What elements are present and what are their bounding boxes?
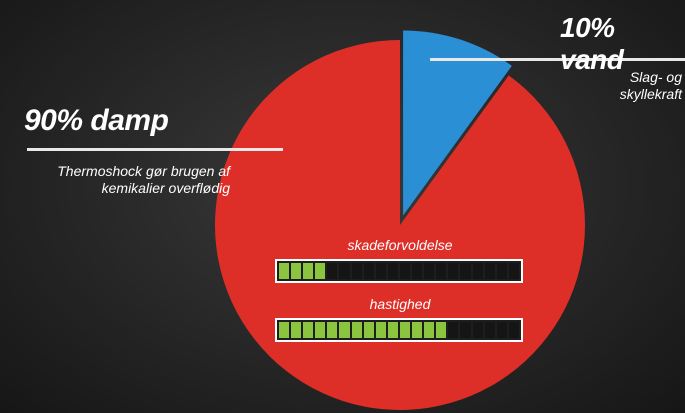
gauge-segment: [496, 322, 507, 338]
gauge-segment: [303, 263, 314, 279]
gauge-segment: [315, 322, 326, 338]
gauge-label-skadeforvoldelse: skadeforvoldelse: [347, 237, 453, 253]
gauge-segment: [387, 322, 398, 338]
gauge-segment: [399, 322, 411, 338]
gauge-segment: [375, 263, 386, 279]
gauge-segment: [424, 322, 435, 338]
gauge-segment: [448, 322, 459, 338]
damp-description: Thermoshock gør brugen af kemikalier ove…: [20, 163, 230, 197]
gauge-segment: [472, 263, 483, 279]
gauge-segment: [363, 322, 374, 338]
vand-title: 10% vand: [560, 12, 624, 75]
gauge-hastighed: [275, 318, 523, 342]
gauge-segment: [315, 263, 326, 279]
gauge-segment: [339, 322, 350, 338]
gauge-segment: [363, 263, 374, 279]
gauge-segment: [279, 322, 290, 338]
vand-leader-line: [430, 58, 685, 61]
gauge-segment: [460, 263, 471, 279]
gauge-segment: [436, 322, 447, 338]
gauge-segment: [412, 263, 423, 279]
gauge-label-hastighed: hastighed: [369, 296, 431, 312]
gauge-segment: [484, 322, 495, 338]
vand-description: Slag- og skyllekraft: [585, 69, 682, 103]
gauge-segment: [339, 263, 350, 279]
gauge-segment: [399, 263, 411, 279]
gauge-segment: [436, 263, 447, 279]
gauge-segment: [460, 322, 471, 338]
damp-leader-line: [27, 148, 283, 151]
gauge-segment: [291, 322, 302, 338]
gauge-segment: [448, 263, 459, 279]
gauge-segment: [279, 263, 290, 279]
gauge-segment: [412, 322, 423, 338]
gauge-segment: [508, 263, 519, 279]
gauge-segment: [496, 263, 507, 279]
gauge-segment: [351, 322, 362, 338]
gauge-segment: [508, 322, 519, 338]
gauge-segment: [327, 322, 338, 338]
damp-description-line-1: Thermoshock gør brugen af: [57, 163, 230, 179]
gauge-segment: [291, 263, 302, 279]
gauge-segment: [484, 263, 495, 279]
vand-description-line-1: Slag- og: [629, 69, 682, 85]
gauge-segment: [303, 322, 314, 338]
pie-slice-damp: [215, 40, 585, 411]
gauge-segment: [424, 263, 435, 279]
gauge-segment: [387, 263, 398, 279]
pie-slice-vand: [403, 30, 512, 216]
vand-description-line-2: skyllekraft: [619, 86, 682, 102]
damp-description-line-2: kemikalier overflødig: [101, 180, 230, 196]
gauge-segment: [472, 322, 483, 338]
damp-title: 90% damp: [24, 104, 169, 137]
gauge-skadeforvoldelse: [275, 259, 523, 283]
gauge-segment: [351, 263, 362, 279]
gauge-segment: [375, 322, 386, 338]
gauge-segment: [327, 263, 338, 279]
